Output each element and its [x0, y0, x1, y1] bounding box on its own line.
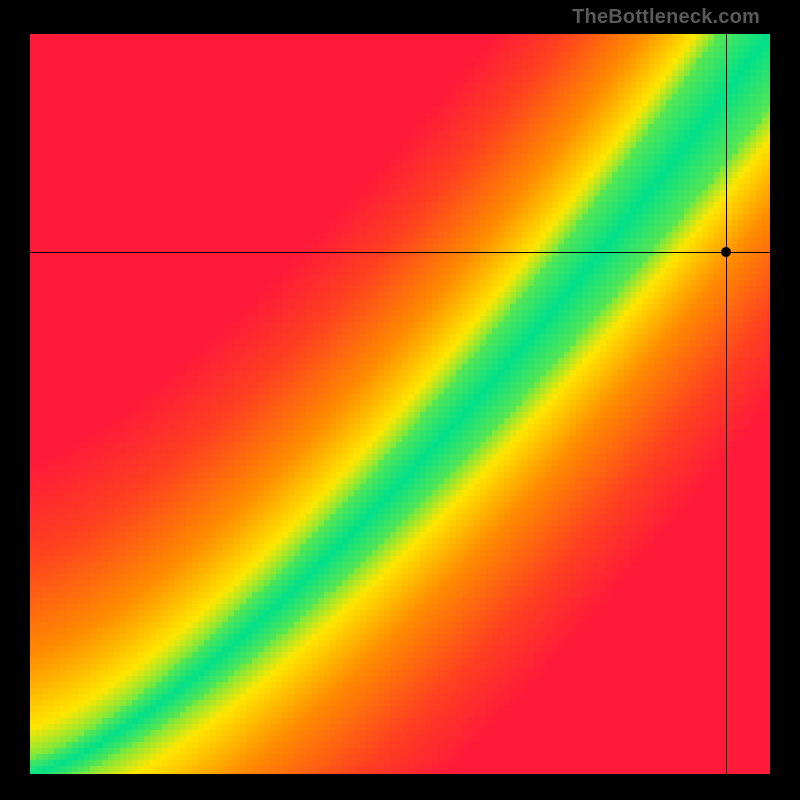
heatmap-canvas	[30, 34, 770, 774]
chart-frame: TheBottleneck.com	[0, 0, 800, 800]
plot-area	[30, 34, 770, 774]
crosshair-horizontal	[30, 252, 770, 253]
crosshair-vertical	[726, 34, 727, 774]
crosshair-marker	[721, 247, 731, 257]
watermark-text: TheBottleneck.com	[572, 6, 760, 29]
